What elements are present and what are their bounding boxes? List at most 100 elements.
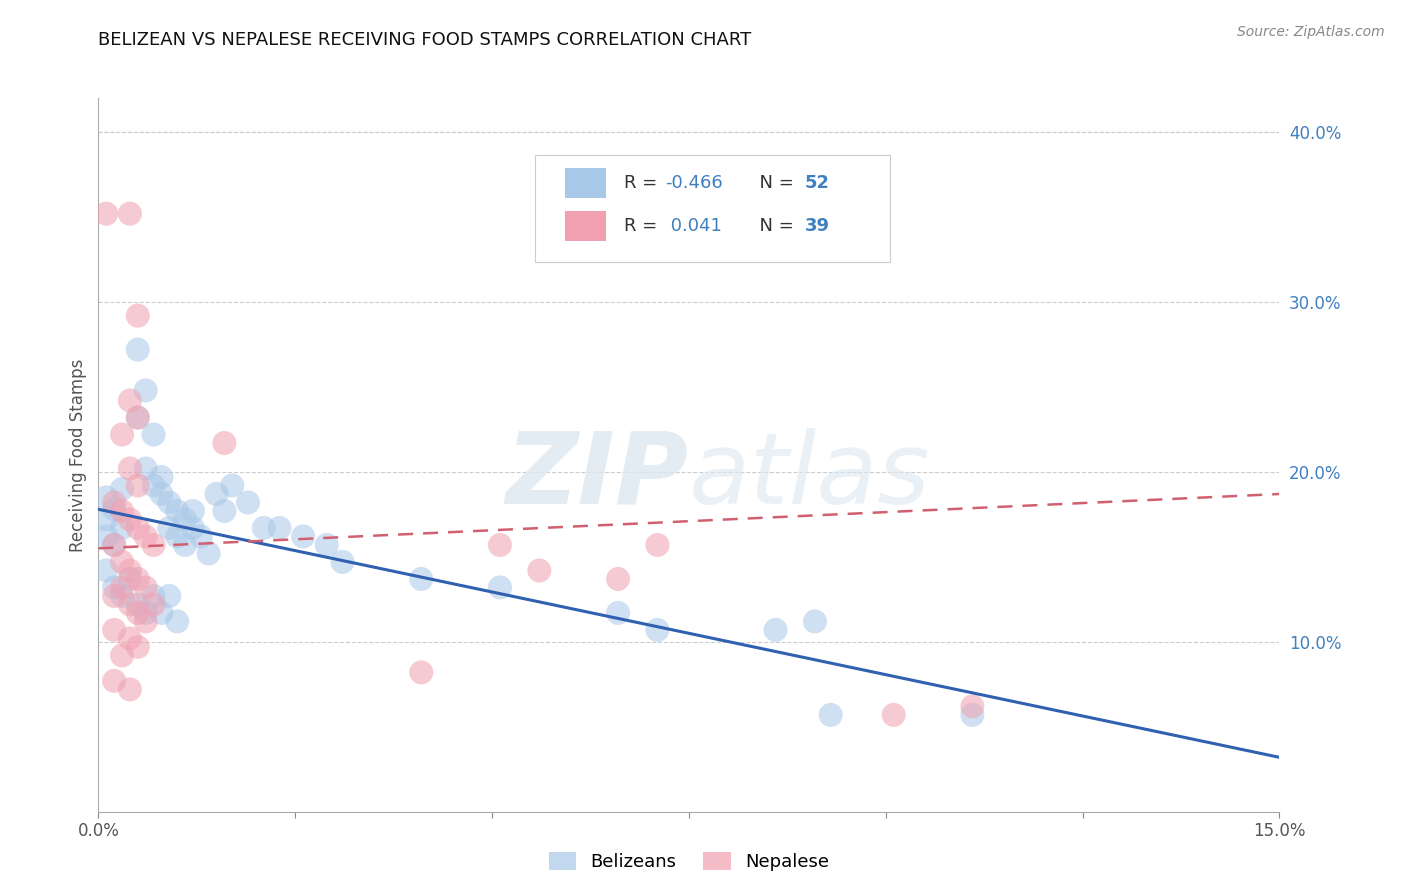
Point xyxy=(111,427,134,442)
Legend: Belizeans, Nepalese: Belizeans, Nepalese xyxy=(541,845,837,879)
Point xyxy=(118,207,141,221)
Point xyxy=(127,478,149,492)
Point xyxy=(607,572,630,586)
Text: atlas: atlas xyxy=(689,428,931,524)
Point xyxy=(135,529,157,543)
Point xyxy=(127,606,149,620)
Point xyxy=(111,504,134,518)
Point xyxy=(332,555,354,569)
Point xyxy=(103,673,125,688)
Point xyxy=(221,478,243,492)
Text: N =: N = xyxy=(748,174,800,192)
Point xyxy=(135,461,157,475)
Point xyxy=(111,555,134,569)
Point xyxy=(103,495,125,509)
Point xyxy=(166,529,188,543)
Point xyxy=(127,640,149,654)
Point xyxy=(269,521,291,535)
Point xyxy=(181,504,204,518)
Point xyxy=(103,589,125,603)
Text: ZIP: ZIP xyxy=(506,428,689,524)
Point xyxy=(103,502,125,516)
Point xyxy=(190,529,212,543)
Text: 39: 39 xyxy=(804,218,830,235)
Point xyxy=(111,521,134,535)
Point xyxy=(96,512,118,526)
Point xyxy=(647,623,669,637)
Point xyxy=(411,572,433,586)
Point xyxy=(142,427,165,442)
Point xyxy=(118,682,141,697)
Point xyxy=(214,436,236,450)
Point xyxy=(157,495,180,509)
Text: N =: N = xyxy=(748,218,800,235)
Point xyxy=(181,521,204,535)
Text: R =: R = xyxy=(624,174,664,192)
Point xyxy=(135,581,157,595)
Y-axis label: Receiving Food Stamps: Receiving Food Stamps xyxy=(69,359,87,551)
FancyBboxPatch shape xyxy=(536,155,890,262)
Text: 52: 52 xyxy=(804,174,830,192)
Text: -0.466: -0.466 xyxy=(665,174,723,192)
Point xyxy=(127,410,149,425)
Point xyxy=(118,598,141,612)
Point xyxy=(174,512,197,526)
Point xyxy=(118,564,141,578)
Point xyxy=(127,410,149,425)
Point xyxy=(489,538,512,552)
Point xyxy=(127,309,149,323)
FancyBboxPatch shape xyxy=(565,168,606,198)
Point xyxy=(820,707,842,722)
Point xyxy=(253,521,276,535)
FancyBboxPatch shape xyxy=(565,211,606,241)
Point xyxy=(804,615,827,629)
Text: R =: R = xyxy=(624,218,664,235)
Point xyxy=(96,564,118,578)
Point xyxy=(127,572,149,586)
Text: BELIZEAN VS NEPALESE RECEIVING FOOD STAMPS CORRELATION CHART: BELIZEAN VS NEPALESE RECEIVING FOOD STAM… xyxy=(98,31,752,49)
Point xyxy=(135,615,157,629)
Point xyxy=(174,538,197,552)
Point xyxy=(205,487,228,501)
Point xyxy=(118,572,141,586)
Text: Source: ZipAtlas.com: Source: ZipAtlas.com xyxy=(1237,25,1385,39)
Point xyxy=(103,538,125,552)
Text: 0.041: 0.041 xyxy=(665,218,723,235)
Point xyxy=(883,707,905,722)
Point xyxy=(118,512,141,526)
Point xyxy=(157,589,180,603)
Point xyxy=(607,606,630,620)
Point xyxy=(142,538,165,552)
Point xyxy=(142,478,165,492)
Point xyxy=(118,632,141,646)
Point xyxy=(142,589,165,603)
Point xyxy=(197,546,219,560)
Point xyxy=(962,699,984,714)
Point xyxy=(135,384,157,398)
Point xyxy=(118,393,141,408)
Point xyxy=(150,487,173,501)
Point xyxy=(214,504,236,518)
Point xyxy=(765,623,787,637)
Point xyxy=(166,615,188,629)
Point xyxy=(111,648,134,663)
Point xyxy=(111,581,134,595)
Point xyxy=(292,529,315,543)
Point xyxy=(127,598,149,612)
Point xyxy=(647,538,669,552)
Point xyxy=(103,538,125,552)
Point xyxy=(315,538,337,552)
Point xyxy=(150,470,173,484)
Point xyxy=(962,707,984,722)
Point xyxy=(111,482,134,496)
Point xyxy=(236,495,259,509)
Point xyxy=(135,606,157,620)
Point xyxy=(142,598,165,612)
Point xyxy=(157,521,180,535)
Point xyxy=(96,207,118,221)
Point xyxy=(489,581,512,595)
Point xyxy=(150,606,173,620)
Point xyxy=(118,461,141,475)
Point xyxy=(127,343,149,357)
Point xyxy=(111,589,134,603)
